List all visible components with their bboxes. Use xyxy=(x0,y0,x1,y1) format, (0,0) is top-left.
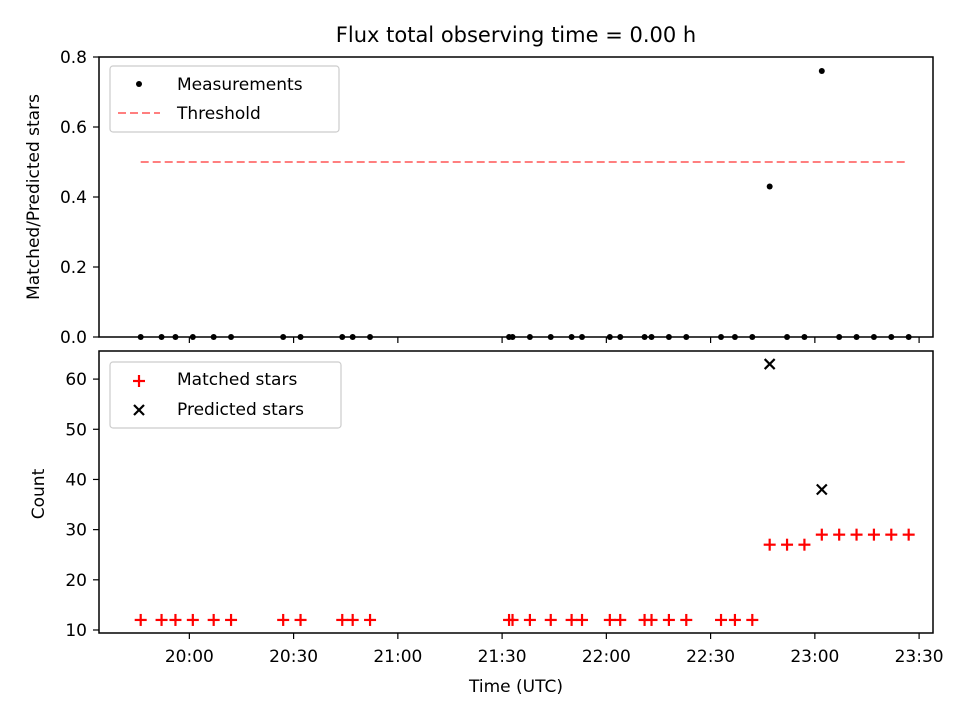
top-y-tick-label: 0.8 xyxy=(60,48,87,68)
bottom-y-tick-label: 30 xyxy=(65,521,87,541)
matched-star-point xyxy=(815,528,828,541)
bottom-legend-box xyxy=(109,361,342,429)
legend-matched-label: Matched stars xyxy=(177,370,297,390)
bottom-axes-content: 10 20 30 40 50 60 20:00 20:30 21:00 21:30 22:00 22:… xyxy=(65,358,944,667)
legend-measurements-label: Measurements xyxy=(177,75,303,95)
matched-star-point xyxy=(614,613,627,626)
matched-star-point xyxy=(680,613,693,626)
matched-star-point xyxy=(763,538,776,551)
matched-star-point xyxy=(544,613,557,626)
matched-star-point xyxy=(798,538,811,551)
bottom-panel: Count Time (UTC) 10 20 30 40 50 60 20:00 20:30 2… xyxy=(29,350,944,697)
top-y-tick-label: 0.2 xyxy=(60,258,87,278)
x-tick-label: 22:00 xyxy=(582,647,631,667)
top-legend: Measurements Threshold xyxy=(109,65,340,133)
predicted-star-point xyxy=(763,358,776,370)
bottom-y-tick-label: 10 xyxy=(65,621,87,641)
matched-star-point xyxy=(833,528,846,541)
matched-star-point xyxy=(134,613,147,626)
matched-star-point xyxy=(728,613,741,626)
matched-star-point xyxy=(506,613,519,626)
matched-star-point xyxy=(565,613,578,626)
measurement-point xyxy=(818,68,825,74)
predicted-star-point xyxy=(816,483,828,496)
top-axes-frame xyxy=(98,56,934,338)
matched-star-point xyxy=(207,613,220,626)
matched-star-point xyxy=(277,613,290,626)
top-y-tick-label: 0.6 xyxy=(60,118,87,138)
bottom-y-tick-label: 40 xyxy=(65,470,87,490)
matched-star-point xyxy=(746,613,759,626)
x-tick-label: 20:30 xyxy=(269,647,318,667)
matched-star-point xyxy=(169,613,182,626)
matched-star-point xyxy=(850,528,863,541)
top-legend-box xyxy=(109,65,340,133)
top-y-axis-label: Matched/Predicted stars xyxy=(24,94,44,300)
x-tick-label: 23:00 xyxy=(790,647,839,667)
matched-star-point xyxy=(294,613,307,626)
predicted-star-stroke-b xyxy=(816,483,828,496)
matched-star-point xyxy=(662,613,675,626)
top-y-tick-label: 0.0 xyxy=(60,328,87,348)
legend-matched-marker xyxy=(133,375,145,387)
matched-star-point xyxy=(523,613,536,626)
top-y-tick-label: 0.4 xyxy=(60,188,87,208)
x-tick-label: 22:30 xyxy=(686,647,735,667)
bottom-y-axis-label: Count xyxy=(29,468,49,519)
bottom-y-tick-label: 20 xyxy=(65,571,87,591)
x-tick-label: 21:00 xyxy=(373,647,422,667)
bottom-y-tick-label: 50 xyxy=(65,420,87,440)
matched-star-point xyxy=(155,613,168,626)
matched-star-point xyxy=(364,613,377,626)
top-title: Flux total observing time = 0.00 h xyxy=(336,23,696,47)
matched-star-point xyxy=(336,613,349,626)
measurement-point xyxy=(766,183,773,190)
matched-star-point xyxy=(781,538,794,551)
matched-star-point xyxy=(186,613,199,626)
matched-star-point xyxy=(346,613,359,626)
bottom-axes-frame xyxy=(98,350,934,634)
x-tick-label: 20:00 xyxy=(165,647,214,667)
bottom-legend: Matched stars Predicted stars xyxy=(109,361,342,429)
legend-threshold-label: Threshold xyxy=(176,104,261,124)
predicted-star-stroke-b xyxy=(763,358,776,370)
x-tick-label: 23:30 xyxy=(895,647,944,667)
matched-star-point xyxy=(603,613,616,626)
matched-star-point xyxy=(902,528,915,541)
matched-star-point xyxy=(645,613,658,626)
top-panel: Flux total observing time = 0.00 h Match… xyxy=(24,23,934,348)
matched-star-point xyxy=(867,528,880,541)
bottom-y-tick-label: 60 xyxy=(65,370,87,390)
matched-star-point xyxy=(715,613,728,626)
legend-measurements-marker xyxy=(136,81,142,87)
legend-predicted-label: Predicted stars xyxy=(177,400,304,420)
matched-star-point xyxy=(885,528,898,541)
top-axes-content: 0.0 0.2 0.4 0.6 0.8 xyxy=(60,48,920,348)
x-tick-label: 21:30 xyxy=(478,647,527,667)
legend-predicted-marker xyxy=(133,404,145,416)
matched-star-point xyxy=(576,613,589,626)
matched-star-point xyxy=(225,613,238,626)
x-axis-label: Time (UTC) xyxy=(468,677,563,697)
